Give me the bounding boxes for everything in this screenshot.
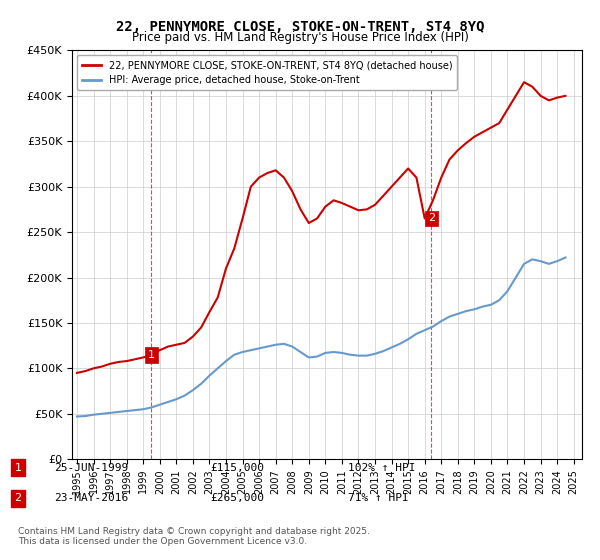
Text: 1: 1: [148, 350, 155, 360]
Text: Contains HM Land Registry data © Crown copyright and database right 2025.
This d: Contains HM Land Registry data © Crown c…: [18, 526, 370, 546]
Text: Price paid vs. HM Land Registry's House Price Index (HPI): Price paid vs. HM Land Registry's House …: [131, 31, 469, 44]
Text: 23-MAY-2016: 23-MAY-2016: [54, 493, 128, 503]
Legend: 22, PENNYMORE CLOSE, STOKE-ON-TRENT, ST4 8YQ (detached house), HPI: Average pric: 22, PENNYMORE CLOSE, STOKE-ON-TRENT, ST4…: [77, 55, 457, 90]
Text: 2: 2: [428, 213, 435, 223]
Text: £115,000: £115,000: [210, 463, 264, 473]
Text: 102% ↑ HPI: 102% ↑ HPI: [348, 463, 415, 473]
Text: 1: 1: [14, 463, 22, 473]
Text: 25-JUN-1999: 25-JUN-1999: [54, 463, 128, 473]
Text: 71% ↑ HPI: 71% ↑ HPI: [348, 493, 409, 503]
Text: 22, PENNYMORE CLOSE, STOKE-ON-TRENT, ST4 8YQ: 22, PENNYMORE CLOSE, STOKE-ON-TRENT, ST4…: [116, 20, 484, 34]
Text: £265,000: £265,000: [210, 493, 264, 503]
Text: 2: 2: [14, 493, 22, 503]
